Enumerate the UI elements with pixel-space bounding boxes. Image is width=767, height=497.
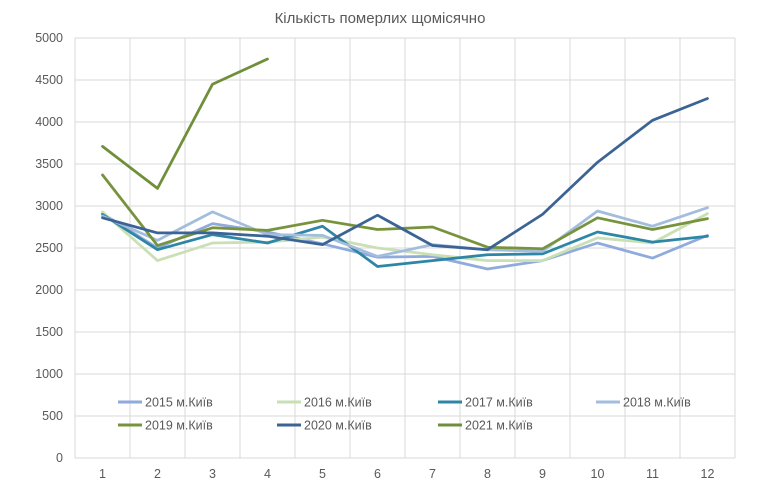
y-tick-label: 5000: [35, 31, 63, 45]
x-tick-label: 10: [591, 467, 605, 481]
y-tick-label: 1500: [35, 325, 63, 339]
x-tick-label: 3: [209, 467, 216, 481]
legend-label: 2018 м.Київ: [623, 396, 691, 410]
y-tick-label: 1000: [35, 367, 63, 381]
y-tick-label: 3500: [35, 157, 63, 171]
legend-item: 2015 м.Київ: [118, 396, 213, 410]
x-tick-label: 8: [484, 467, 491, 481]
legend-label: 2016 м.Київ: [304, 396, 372, 410]
legend-item: 2018 м.Київ: [596, 396, 691, 410]
legend-item: 2017 м.Київ: [438, 396, 533, 410]
legend-item: 2019 м.Київ: [118, 419, 213, 433]
x-tick-label: 11: [646, 467, 659, 481]
legend-label: 2017 м.Київ: [465, 396, 533, 410]
legend-label: 2021 м.Київ: [465, 419, 533, 433]
legend-item: 2020 м.Київ: [277, 419, 372, 433]
y-tick-label: 2500: [35, 241, 63, 255]
legend-item: 2021 м.Київ: [438, 419, 533, 433]
legend-label: 2019 м.Київ: [145, 419, 213, 433]
y-tick-label: 500: [42, 409, 63, 423]
x-tick-label: 9: [539, 467, 546, 481]
y-tick-label: 4500: [35, 73, 63, 87]
legend-label: 2020 м.Київ: [304, 419, 372, 433]
x-tick-label: 7: [429, 467, 436, 481]
y-tick-label: 2000: [35, 283, 63, 297]
chart-title: Кількість померлих щомісячно: [275, 10, 486, 27]
x-tick-label: 1: [99, 467, 106, 481]
legend-label: 2015 м.Київ: [145, 396, 213, 410]
y-tick-label: 3000: [35, 199, 63, 213]
x-tick-label: 2: [154, 467, 161, 481]
x-tick-label: 4: [264, 467, 271, 481]
x-tick-label: 5: [319, 467, 326, 481]
y-tick-label: 4000: [35, 115, 63, 129]
x-tick-label: 12: [701, 467, 715, 481]
y-tick-label: 0: [56, 451, 63, 465]
legend-item: 2016 м.Київ: [277, 396, 372, 410]
x-tick-label: 6: [374, 467, 381, 481]
